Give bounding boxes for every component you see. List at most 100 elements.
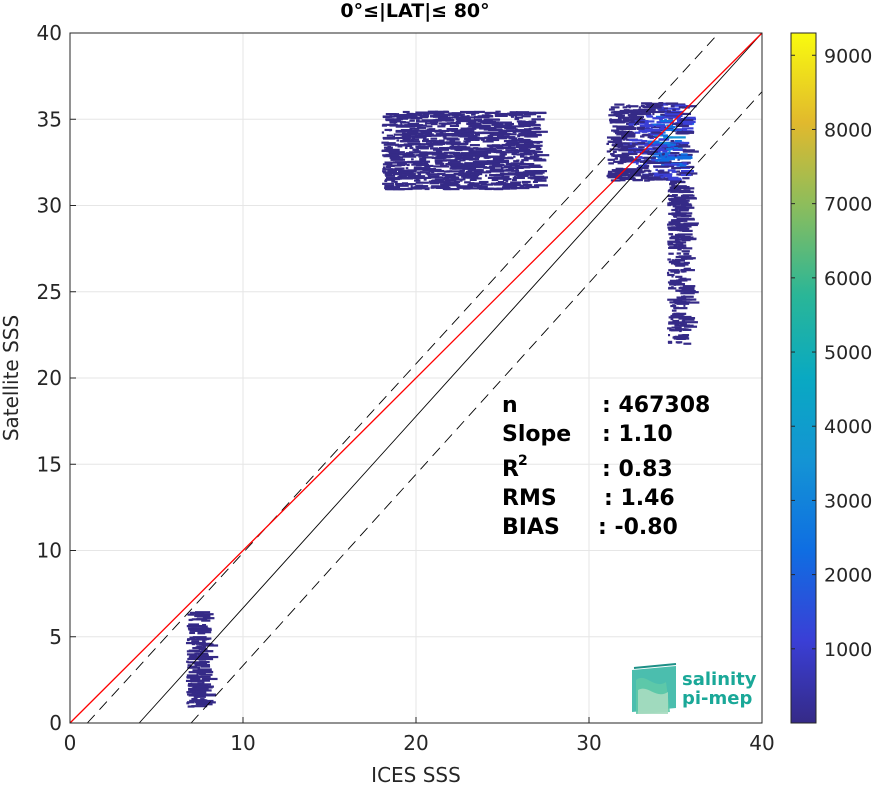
density-cell	[438, 139, 445, 142]
density-cell	[635, 156, 643, 159]
density-cell	[614, 170, 623, 173]
density-cell	[655, 116, 665, 119]
density-cell	[477, 147, 487, 150]
density-cell	[671, 208, 679, 212]
density-cell	[529, 155, 540, 158]
density-cell	[446, 127, 459, 131]
density-cell	[668, 198, 673, 201]
density-cell	[439, 131, 444, 134]
logo-text-salinity: salinity	[682, 669, 757, 690]
density-cell	[681, 295, 694, 298]
density-cell	[668, 228, 684, 231]
density-cell	[519, 155, 525, 158]
density-cell	[660, 154, 677, 157]
colorbar-tick-label: 6000	[824, 268, 872, 290]
density-cell	[680, 289, 696, 293]
density-cell	[676, 143, 679, 146]
density-cell	[651, 159, 660, 162]
density-cell	[617, 114, 625, 117]
density-cell	[640, 104, 645, 107]
density-cell	[521, 162, 526, 166]
density-cell	[398, 187, 413, 191]
density-cell	[408, 161, 423, 164]
density-cell	[520, 160, 524, 163]
density-cell	[672, 108, 676, 111]
density-cell	[655, 124, 666, 127]
density-cell	[609, 118, 612, 121]
density-cell	[410, 143, 421, 146]
density-cell	[499, 152, 506, 155]
density-cell	[419, 115, 429, 118]
density-cell	[670, 136, 686, 139]
density-cell	[671, 213, 687, 216]
density-cell	[407, 169, 417, 172]
density-cell	[623, 110, 638, 113]
x-tick-label: 40	[749, 731, 774, 755]
density-cell	[451, 129, 457, 133]
density-cell	[381, 124, 387, 127]
density-cell	[196, 618, 206, 621]
density-cell	[644, 169, 650, 172]
regression-line	[69, 32, 763, 724]
density-cell	[199, 660, 210, 664]
density-cell	[519, 184, 525, 187]
density-cell	[674, 223, 691, 226]
density-cell	[608, 108, 615, 111]
density-cell	[489, 114, 493, 118]
density-cell	[188, 649, 201, 652]
density-cell	[646, 176, 661, 179]
density-cell	[201, 677, 218, 681]
density-cell	[679, 165, 695, 169]
density-cell	[414, 149, 419, 152]
density-cell	[645, 126, 650, 129]
density-cell	[636, 166, 649, 170]
density-cell	[606, 142, 610, 146]
density-cell	[455, 123, 459, 127]
density-cell	[660, 126, 665, 129]
salinity-pi-mep-logo: salinity pi-mep	[632, 663, 757, 714]
density-cell	[535, 148, 542, 151]
density-cell	[654, 134, 668, 137]
density-cell	[487, 134, 494, 138]
density-cell	[508, 166, 524, 170]
density-cell	[493, 137, 507, 140]
density-cell	[386, 187, 399, 190]
density-cell	[509, 164, 521, 167]
density-cell	[491, 144, 501, 147]
colorbar-tick-label: 2000	[824, 565, 872, 587]
density-cell	[503, 165, 512, 168]
x-tick-label: 10	[230, 731, 255, 755]
density-cell	[389, 121, 397, 124]
density-cell	[678, 156, 693, 159]
density-cell	[629, 119, 632, 122]
density-cell	[682, 177, 690, 180]
density-cell	[667, 194, 677, 198]
density-cell	[187, 664, 192, 667]
density-cell	[449, 152, 456, 155]
density-cell	[614, 103, 625, 106]
density-cell	[668, 252, 674, 255]
density-cell	[387, 177, 401, 181]
density-cell	[639, 146, 642, 149]
density-cell	[402, 134, 409, 138]
density-cell	[504, 178, 512, 181]
density-cell	[676, 170, 681, 173]
density-cell	[505, 163, 511, 166]
density-cell	[430, 137, 438, 140]
density-cell	[647, 178, 655, 181]
density-cell	[532, 152, 537, 155]
density-cell	[415, 176, 432, 179]
density-cell	[476, 155, 484, 158]
density-cell	[518, 140, 526, 144]
density-cell	[627, 104, 631, 107]
density-cell	[516, 159, 520, 162]
density-cell	[639, 160, 647, 163]
density-cell	[653, 152, 668, 155]
density-cell	[667, 190, 670, 193]
density-cell	[619, 168, 624, 171]
density-cell	[660, 120, 674, 123]
density-cell	[383, 143, 399, 146]
density-cell	[619, 159, 631, 162]
density-cell	[456, 130, 472, 133]
density-cell	[611, 121, 617, 124]
